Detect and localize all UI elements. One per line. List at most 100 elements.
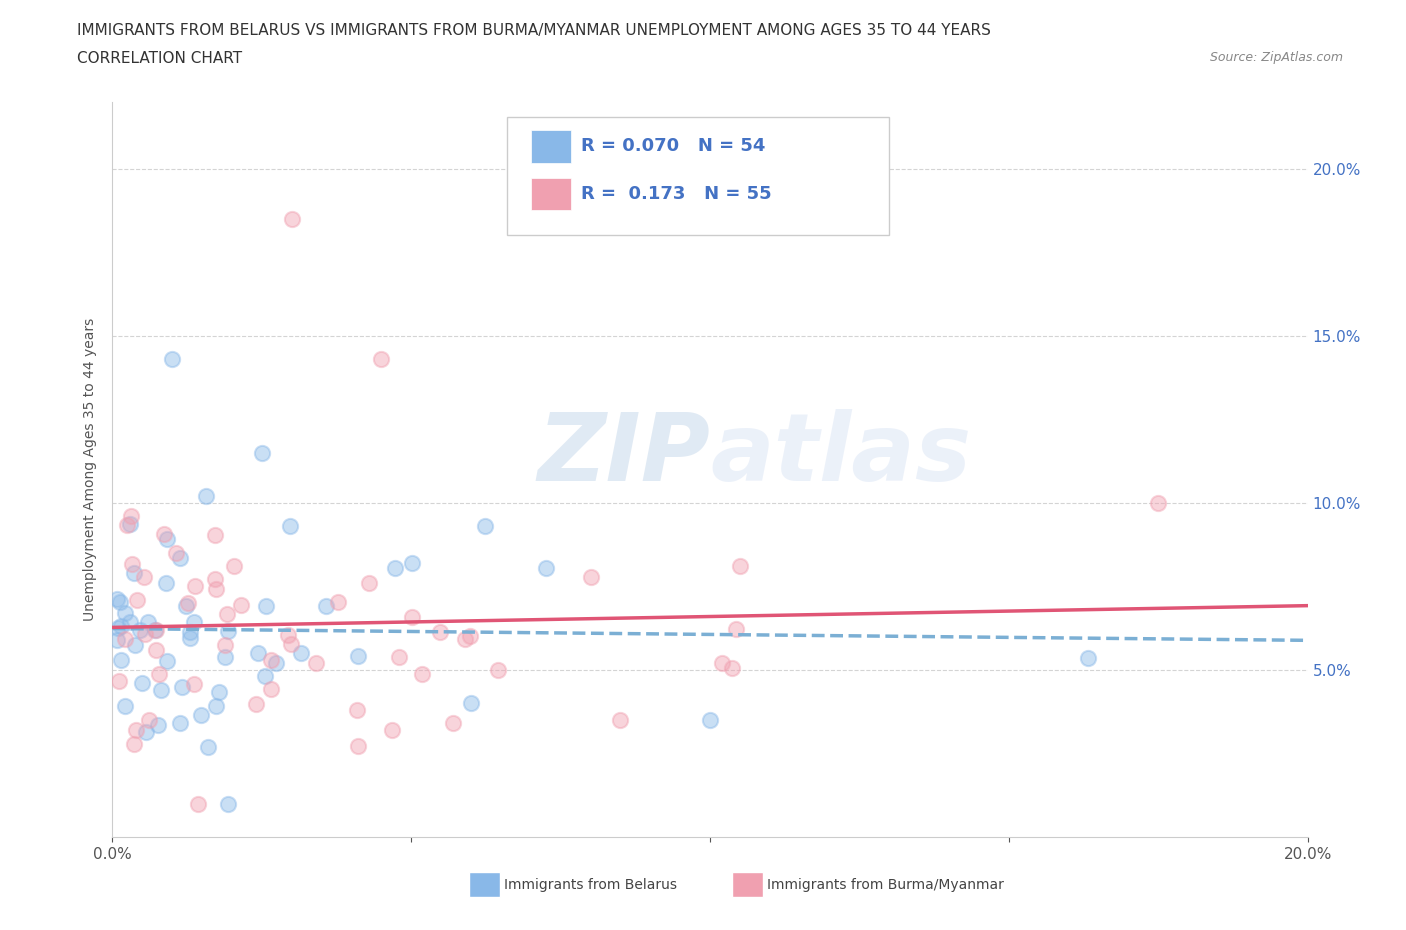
Point (132, 569, 155, 584)
Point (1077, 651, 1099, 666)
Y-axis label: Unemployment Among Ages 35 to 44 years: Unemployment Among Ages 35 to 44 years (83, 318, 97, 621)
Point (254, 599, 277, 614)
Point (217, 607, 239, 622)
Point (281, 212, 304, 227)
FancyBboxPatch shape (531, 130, 571, 163)
Point (136, 615, 159, 630)
Point (124, 638, 146, 653)
Point (204, 571, 226, 586)
Point (145, 623, 167, 638)
Point (108, 595, 131, 610)
Point (118, 615, 141, 630)
Point (217, 623, 239, 638)
Point (224, 559, 246, 574)
Point (165, 546, 187, 561)
Text: ZIP: ZIP (537, 409, 710, 501)
Point (114, 631, 136, 646)
Point (253, 669, 276, 684)
Point (176, 599, 198, 614)
Point (454, 631, 477, 646)
Point (105, 633, 128, 648)
Point (264, 656, 287, 671)
Point (135, 724, 157, 739)
Point (277, 628, 299, 643)
Point (128, 622, 150, 637)
Point (121, 557, 143, 572)
FancyBboxPatch shape (468, 872, 499, 897)
Point (460, 696, 482, 711)
Point (458, 629, 481, 644)
FancyBboxPatch shape (531, 178, 571, 210)
Point (172, 680, 194, 695)
Point (710, 656, 733, 671)
Text: Immigrants from Burma/Myanmar: Immigrants from Burma/Myanmar (768, 878, 1004, 892)
Point (534, 561, 557, 576)
Point (346, 702, 368, 717)
Point (108, 673, 131, 688)
Point (384, 561, 406, 576)
Point (315, 599, 337, 614)
Point (579, 569, 602, 584)
Point (114, 698, 136, 713)
Point (208, 684, 231, 699)
Point (388, 649, 411, 664)
Point (278, 518, 301, 533)
Point (250, 445, 273, 460)
Point (184, 578, 207, 593)
Point (148, 667, 170, 682)
Point (411, 666, 433, 681)
Point (153, 527, 176, 542)
Point (214, 650, 236, 665)
Point (145, 622, 167, 637)
Point (401, 556, 423, 571)
Point (183, 615, 205, 630)
Point (328, 594, 350, 609)
Point (124, 737, 146, 751)
Point (441, 715, 464, 730)
Point (183, 677, 205, 692)
Point (179, 631, 201, 645)
Text: Immigrants from Belarus: Immigrants from Belarus (505, 878, 678, 892)
Point (1147, 496, 1170, 511)
FancyBboxPatch shape (731, 872, 762, 897)
Point (401, 609, 423, 624)
Point (155, 576, 177, 591)
Point (347, 648, 370, 663)
Text: CORRELATION CHART: CORRELATION CHART (77, 51, 242, 66)
Point (260, 653, 283, 668)
Point (305, 656, 328, 671)
Point (134, 627, 156, 642)
Point (169, 551, 191, 565)
Point (122, 565, 145, 580)
Point (214, 637, 236, 652)
Point (107, 620, 129, 635)
Text: Source: ZipAtlas.com: Source: ZipAtlas.com (1209, 51, 1343, 64)
Point (156, 654, 179, 669)
Point (114, 605, 136, 620)
Point (205, 698, 228, 713)
Point (474, 519, 496, 534)
Text: atlas: atlas (710, 409, 972, 501)
Point (149, 683, 172, 698)
Point (346, 738, 368, 753)
Point (609, 712, 631, 727)
Point (131, 676, 153, 691)
Text: IMMIGRANTS FROM BELARUS VS IMMIGRANTS FROM BURMA/MYANMAR UNEMPLOYMENT AMONG AGES: IMMIGRANTS FROM BELARUS VS IMMIGRANTS FR… (77, 23, 991, 38)
Point (699, 712, 721, 727)
Point (721, 660, 744, 675)
Point (217, 796, 239, 811)
Point (359, 576, 381, 591)
Point (260, 682, 283, 697)
Point (231, 598, 253, 613)
Text: R = 0.070   N = 54: R = 0.070 N = 54 (581, 138, 765, 155)
Point (245, 697, 267, 711)
Point (169, 716, 191, 731)
Point (115, 517, 138, 532)
Point (187, 796, 209, 811)
Point (724, 621, 747, 636)
Point (120, 509, 142, 524)
Point (728, 558, 751, 573)
Point (204, 527, 226, 542)
Point (194, 488, 217, 503)
Point (162, 352, 183, 367)
